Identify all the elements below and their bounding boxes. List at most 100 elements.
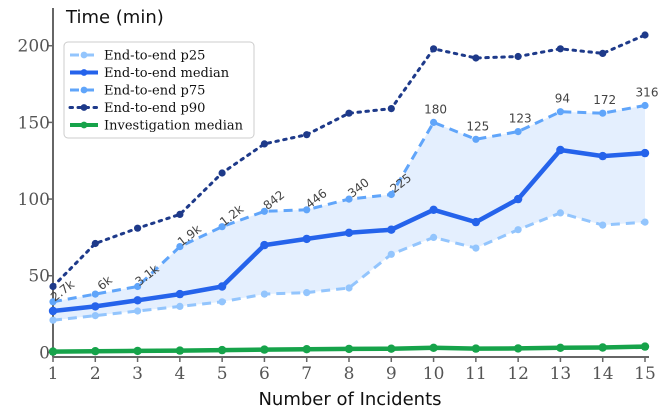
data-point-end-to-end-p75 xyxy=(218,223,226,231)
count-label: 316 xyxy=(636,86,659,100)
data-point-end-to-end-median xyxy=(387,225,396,234)
legend-item-end-to-end-median: End-to-end median xyxy=(70,66,230,81)
data-point-end-to-end-p75 xyxy=(176,243,184,251)
x-tick-label: 8 xyxy=(344,364,355,384)
legend-marker-end-to-end-p25 xyxy=(80,51,88,59)
y-tick-label: 150 xyxy=(18,113,50,133)
data-point-end-to-end-p25 xyxy=(514,226,522,234)
y-tick-label: 100 xyxy=(18,190,50,210)
data-point-investigation-median xyxy=(48,347,58,356)
y-axis-label: Time (min) xyxy=(65,7,164,28)
legend-marker-end-to-end-p90 xyxy=(80,104,88,111)
count-label: 125 xyxy=(466,119,489,133)
data-point-end-to-end-p90 xyxy=(641,31,649,39)
data-point-end-to-end-p25 xyxy=(472,244,480,252)
data-point-end-to-end-p90 xyxy=(514,52,522,61)
data-point-end-to-end-p25 xyxy=(218,298,226,306)
data-point-end-to-end-p25 xyxy=(599,221,607,229)
data-point-investigation-median xyxy=(133,346,142,356)
data-point-investigation-median xyxy=(640,342,650,351)
data-point-end-to-end-median xyxy=(175,289,185,299)
data-point-end-to-end-p25 xyxy=(49,316,57,324)
x-tick-label: 4 xyxy=(174,364,185,384)
data-point-end-to-end-p90 xyxy=(472,54,480,62)
x-tick-label: 3 xyxy=(132,364,143,384)
series-layer xyxy=(48,31,650,356)
data-point-end-to-end-median xyxy=(640,148,650,158)
data-point-investigation-median xyxy=(344,344,354,354)
data-point-end-to-end-median xyxy=(91,302,100,311)
data-point-investigation-median xyxy=(513,344,523,353)
x-tick-label: 9 xyxy=(386,364,397,384)
data-point-end-to-end-p75 xyxy=(556,108,565,116)
legend-item-end-to-end-p90: End-to-end p90 xyxy=(68,101,205,116)
data-point-investigation-median xyxy=(260,345,269,354)
x-tick-label: 2 xyxy=(90,364,101,384)
data-point-end-to-end-p75 xyxy=(641,101,649,110)
data-point-end-to-end-p25 xyxy=(176,302,184,310)
x-tick-label: 10 xyxy=(423,364,445,384)
legend-marker-end-to-end-p75 xyxy=(80,86,88,94)
series-end-to-end-p75 xyxy=(49,101,649,306)
data-point-investigation-median xyxy=(175,346,185,355)
data-point-end-to-end-p90 xyxy=(91,239,99,248)
x-tick-label: 1 xyxy=(48,364,59,384)
data-point-end-to-end-median xyxy=(302,234,311,244)
legend-item-end-to-end-p75: End-to-end p75 xyxy=(70,84,205,99)
data-point-end-to-end-p90 xyxy=(49,282,57,291)
data-point-end-to-end-p90 xyxy=(134,224,142,232)
data-point-end-to-end-p75 xyxy=(514,128,522,136)
data-point-end-to-end-median xyxy=(513,194,523,204)
legend-label-end-to-end-p75: End-to-end p75 xyxy=(104,84,205,99)
data-point-investigation-median xyxy=(217,345,227,355)
legend-label-end-to-end-p90: End-to-end p90 xyxy=(104,101,205,116)
legend-box xyxy=(63,41,255,139)
x-tick-label: 12 xyxy=(507,364,529,384)
data-point-investigation-median xyxy=(302,345,311,354)
data-point-investigation-median xyxy=(471,344,481,353)
data-point-end-to-end-p25 xyxy=(134,307,142,315)
data-point-investigation-median xyxy=(598,343,607,352)
data-point-end-to-end-p25 xyxy=(641,218,649,226)
data-point-end-to-end-p25 xyxy=(345,284,353,292)
p25-p75-band xyxy=(53,105,645,321)
legend: End-to-end p25 End-to-end median End-to-en… xyxy=(63,41,255,139)
data-point-end-to-end-p25 xyxy=(556,209,565,217)
data-point-end-to-end-p75 xyxy=(345,195,353,203)
data-point-end-to-end-median xyxy=(598,151,607,161)
series-line-end-to-end-p25 xyxy=(52,211,646,322)
legend-label-end-to-end-median: End-to-end median xyxy=(104,66,230,81)
series-end-to-end-p90 xyxy=(49,31,649,291)
data-point-end-to-end-p75 xyxy=(260,207,268,215)
x-tick-label: 6 xyxy=(259,364,270,384)
data-point-end-to-end-p90 xyxy=(430,45,438,53)
x-axis-label: Number of Incidents xyxy=(258,389,441,410)
data-point-end-to-end-p90 xyxy=(218,169,226,177)
series-investigation-median xyxy=(48,342,650,356)
count-label: 180 xyxy=(424,102,447,116)
data-point-investigation-median xyxy=(387,344,396,353)
x-tick-label: 11 xyxy=(465,364,487,384)
data-point-investigation-median xyxy=(556,343,565,352)
series-end-to-end-median xyxy=(48,145,650,316)
data-point-end-to-end-p25 xyxy=(430,233,438,241)
data-point-end-to-end-p75 xyxy=(430,118,438,126)
data-point-end-to-end-p90 xyxy=(345,109,353,117)
p25-p75-band-layer xyxy=(53,105,645,321)
data-point-end-to-end-p75 xyxy=(599,109,607,117)
count-label: 94 xyxy=(555,92,570,106)
data-point-end-to-end-p75 xyxy=(134,282,142,291)
count-label: 123 xyxy=(509,112,532,126)
data-point-end-to-end-median xyxy=(471,217,481,227)
data-point-end-to-end-p75 xyxy=(49,298,57,306)
legend-label-end-to-end-p25: End-to-end p25 xyxy=(104,49,205,64)
data-point-end-to-end-p90 xyxy=(176,210,184,218)
data-point-investigation-median xyxy=(91,347,100,356)
data-point-end-to-end-p75 xyxy=(91,290,99,298)
x-tick-label: 7 xyxy=(301,364,312,384)
data-point-end-to-end-median xyxy=(556,145,565,155)
data-point-investigation-median xyxy=(429,343,438,352)
data-point-end-to-end-p90 xyxy=(303,131,311,139)
